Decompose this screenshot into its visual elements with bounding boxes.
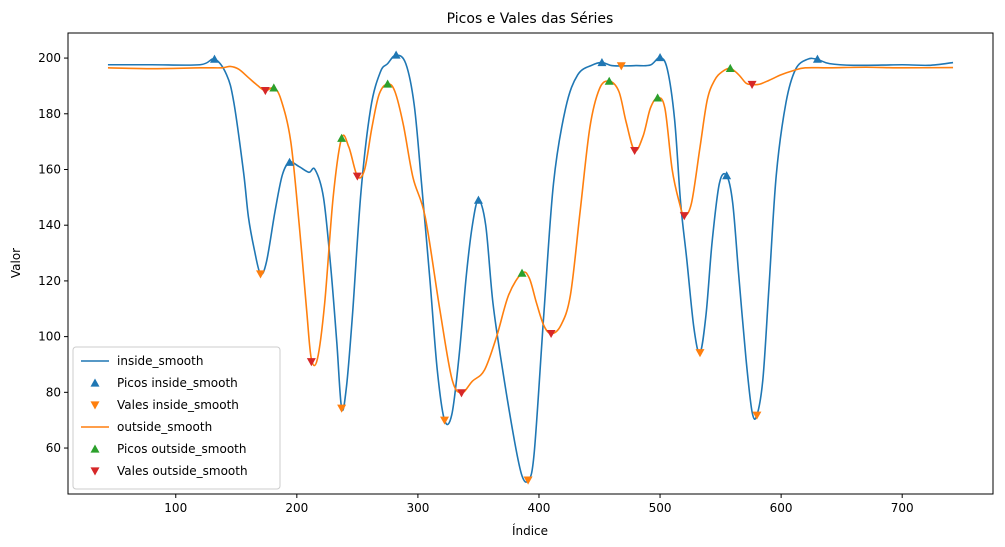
x-tick-label: 500 xyxy=(649,501,672,515)
legend-swatch xyxy=(90,378,100,387)
point-vales-outside-smooth xyxy=(630,146,640,156)
y-tick-label: 80 xyxy=(46,385,61,399)
point-vales-inside-smooth xyxy=(752,411,762,420)
x-axis: 100 200 300 400 500 600 700 xyxy=(164,494,914,515)
point-picos-inside-smooth xyxy=(722,171,732,180)
point-vales-inside-smooth xyxy=(337,404,347,413)
point-picos-inside-smooth xyxy=(812,54,822,63)
legend-entry-outside-smooth: outside_smooth xyxy=(117,420,212,434)
chart-title: Picos e Vales das Séries xyxy=(447,11,614,27)
point-picos-inside-smooth xyxy=(285,157,295,166)
point-vales-outside-smooth xyxy=(306,358,316,367)
y-tick-label: 180 xyxy=(38,107,61,121)
legend-entry-picos-outside-smooth: Picos outside_smooth xyxy=(117,442,247,456)
point-picos-outside-smooth xyxy=(337,133,347,142)
y-tick-label: 140 xyxy=(38,218,61,232)
point-picos-outside-smooth xyxy=(653,93,663,102)
legend-entry-vales-outside-smooth: Vales outside_smooth xyxy=(117,464,248,478)
x-tick-label: 400 xyxy=(528,501,551,515)
y-tick-label: 60 xyxy=(46,441,61,455)
y-axis: 60 80 100 120 140 160 180 200 xyxy=(38,51,68,455)
point-picos-inside-smooth xyxy=(597,58,607,67)
x-tick-label: 600 xyxy=(770,501,793,515)
legend-swatch xyxy=(90,444,100,453)
y-tick-label: 200 xyxy=(38,51,61,65)
point-picos-inside-smooth xyxy=(655,53,665,62)
legend-swatch xyxy=(90,401,100,410)
point-picos-inside-smooth xyxy=(473,195,483,204)
legend-box xyxy=(72,346,281,490)
point-vales-inside-smooth xyxy=(523,476,533,485)
plot-area xyxy=(107,50,954,485)
point-vales-outside-smooth xyxy=(456,389,466,398)
point-vales-outside-smooth xyxy=(747,80,757,90)
legend-swatch xyxy=(90,467,100,476)
point-picos-outside-smooth xyxy=(604,76,614,85)
point-picos-inside-smooth xyxy=(209,54,219,63)
y-tick-label: 120 xyxy=(38,274,61,288)
x-axis-label: Índice xyxy=(512,523,548,538)
point-picos-outside-smooth xyxy=(725,63,735,72)
point-picos-outside-smooth xyxy=(517,268,527,277)
point-vales-inside-smooth xyxy=(695,349,705,358)
legend-entry-inside-smooth: inside_smooth xyxy=(117,354,203,368)
point-vales-outside-smooth xyxy=(546,329,556,339)
plot-frame xyxy=(67,32,994,495)
legend-entry-vales-inside-smooth: Vales inside_smooth xyxy=(117,398,239,412)
point-vales-inside-smooth xyxy=(440,416,450,425)
y-tick-label: 160 xyxy=(38,162,61,176)
point-picos-outside-smooth xyxy=(383,79,393,88)
series-line-inside-smooth xyxy=(107,54,954,483)
series-line-outside-smooth xyxy=(107,65,954,394)
y-axis-label: Valor xyxy=(9,248,23,278)
x-tick-label: 200 xyxy=(285,501,308,515)
point-picos-inside-smooth xyxy=(391,50,401,59)
y-tick-label: 100 xyxy=(38,330,61,344)
legend: inside_smooth Picos inside_smooth Vales in… xyxy=(72,346,281,490)
point-vales-inside-smooth xyxy=(256,270,266,279)
point-vales-outside-smooth xyxy=(679,212,689,221)
point-vales-outside-smooth xyxy=(352,172,362,181)
x-tick-label: 300 xyxy=(406,501,429,515)
point-vales-outside-smooth xyxy=(260,87,270,96)
point-vales-inside-smooth xyxy=(616,62,626,71)
x-tick-label: 100 xyxy=(164,501,187,515)
legend-entry-picos-inside-smooth: Picos inside_smooth xyxy=(117,376,238,390)
x-tick-label: 700 xyxy=(891,501,914,515)
point-picos-outside-smooth xyxy=(269,83,279,92)
